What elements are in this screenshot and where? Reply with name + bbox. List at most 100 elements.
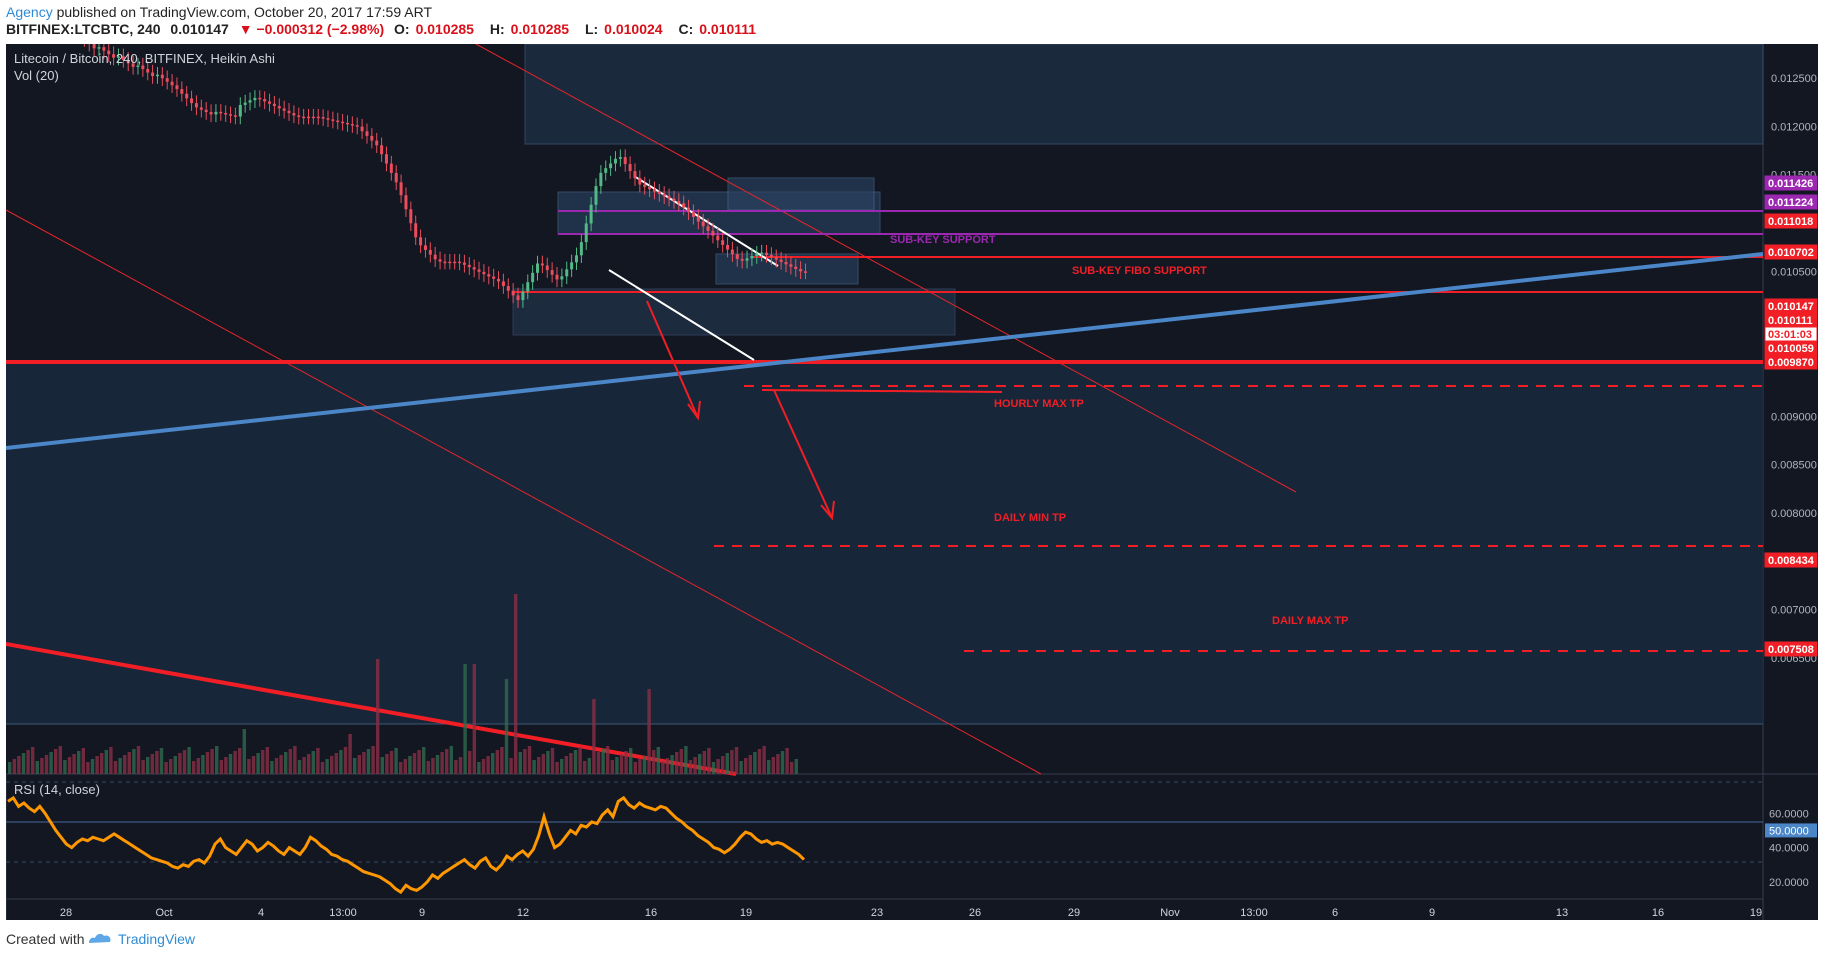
- level-hourly-tp: [761, 389, 1003, 393]
- volume-bar: [178, 753, 182, 774]
- price-tag: 0.011224: [1768, 197, 1814, 209]
- volume-bar: [380, 757, 384, 774]
- candle-body: [672, 198, 676, 201]
- candle-body: [409, 209, 413, 224]
- price-labels: 0.011426 0.011224 0.011018 0.010702 0.010147…: [1764, 175, 1818, 657]
- candle-body: [477, 269, 481, 272]
- volume-bar: [192, 761, 196, 774]
- volume-bar: [780, 751, 785, 774]
- volume-label: Vol (20): [14, 68, 59, 83]
- volume-bar: [399, 762, 403, 774]
- x-tick-label: 13:00: [329, 907, 357, 919]
- white-channel-bottom: [608, 269, 755, 361]
- volume-layer: [8, 594, 798, 774]
- candle-body: [487, 274, 491, 277]
- candle-body: [126, 59, 130, 64]
- candle-body: [779, 259, 783, 262]
- price-tag: 0.010059: [1768, 343, 1814, 355]
- candle-body: [687, 207, 691, 213]
- candle-body: [214, 111, 218, 115]
- candle-body: [638, 178, 642, 185]
- candle-body: [555, 274, 559, 280]
- candle-body: [433, 254, 437, 260]
- candle-body: [292, 113, 296, 116]
- candle-body: [282, 108, 286, 111]
- candle-body: [794, 266, 798, 269]
- volume-bar: [523, 749, 527, 774]
- price-tag-bg: [1764, 552, 1818, 568]
- publish-header: Agency published on TradingView.com, Oct…: [0, 0, 1824, 44]
- candle-body: [696, 216, 700, 222]
- candle-body: [545, 265, 549, 271]
- candle-body: [458, 261, 462, 264]
- volume-bar: [748, 755, 752, 774]
- x-tick-label: 23: [871, 907, 883, 919]
- candle-body: [774, 257, 778, 260]
- price-change: ▼ −0.000312 (−2.98%): [238, 21, 385, 37]
- descending-trendline: [5, 642, 737, 776]
- volume-bar: [17, 756, 21, 774]
- annotation-label: SUB-KEY SUPPORT: [890, 234, 996, 246]
- price-tag-bg: [1764, 641, 1818, 657]
- volume-bar: [389, 751, 394, 774]
- volume-bar: [219, 760, 223, 774]
- volume-bar: [725, 753, 729, 774]
- candle-body: [750, 256, 754, 259]
- chart-svg[interactable]: Litecoin / Bitcoin, 240, BITFINEX, Heiki…: [5, 21, 1818, 920]
- candle-body: [765, 252, 769, 255]
- candle-body: [462, 262, 466, 265]
- demand-zone-4: [512, 288, 956, 336]
- candle-body: [350, 124, 354, 126]
- author-link[interactable]: Agency: [6, 4, 53, 20]
- volume-bar: [573, 750, 578, 774]
- volume-bar: [366, 749, 371, 774]
- volume-bar: [615, 757, 619, 774]
- candle-body: [633, 171, 637, 179]
- volume-bar: [454, 760, 458, 774]
- volume-bar: [297, 760, 302, 774]
- candle-body: [506, 286, 510, 291]
- symbol-label: BITFINEX:LTCBTC, 240: [6, 21, 161, 37]
- volume-bar: [445, 749, 449, 774]
- candle-body: [419, 237, 423, 246]
- chart-area[interactable]: Litecoin / Bitcoin, 240, BITFINEX, Heiki…: [5, 21, 1818, 920]
- candles-layer: [78, 21, 807, 308]
- tradingview-link[interactable]: TradingView: [118, 931, 196, 947]
- volume-bar: [215, 746, 219, 774]
- rsi-tick-label: 20.0000: [1769, 877, 1809, 889]
- candle-body: [336, 120, 340, 123]
- time-axis[interactable]: 28 Oct 4 13:00 9 12 16 19 23 26 29 Nov 13:00 6 9 13 16 19: [60, 907, 1762, 919]
- volume-bar: [141, 760, 145, 774]
- candle-body: [657, 191, 661, 194]
- volume-bar: [619, 754, 624, 774]
- volume-bar: [348, 734, 352, 774]
- volume-bar: [320, 762, 325, 774]
- candle-body: [297, 115, 301, 117]
- candle-body: [609, 163, 613, 169]
- volume-bar: [661, 761, 665, 774]
- candle-body: [263, 99, 267, 102]
- volume-bar: [316, 748, 320, 774]
- candle-body: [706, 226, 710, 231]
- low-value: 0.010024: [604, 21, 663, 37]
- candle-body: [423, 245, 427, 250]
- volume-bar: [109, 747, 113, 774]
- x-tick-label: 19: [740, 907, 752, 919]
- candle-body: [302, 116, 306, 119]
- volume-bar: [54, 749, 58, 774]
- x-tick-label: 13: [1556, 907, 1568, 919]
- volume-bar: [610, 760, 614, 774]
- volume-bar: [228, 754, 233, 774]
- y-tick-label: 0.008500: [1771, 460, 1817, 472]
- volume-bar: [164, 762, 168, 774]
- candle-body: [482, 271, 486, 275]
- y-tick-label: 0.009000: [1771, 411, 1817, 423]
- candle-body: [404, 195, 408, 210]
- candle-body: [574, 255, 578, 263]
- volume-bar: [376, 659, 380, 774]
- volume-bar: [118, 758, 122, 774]
- volume-bar: [665, 758, 670, 774]
- volume-bar: [578, 747, 582, 774]
- candle-body: [501, 281, 505, 287]
- candle-body: [116, 56, 120, 58]
